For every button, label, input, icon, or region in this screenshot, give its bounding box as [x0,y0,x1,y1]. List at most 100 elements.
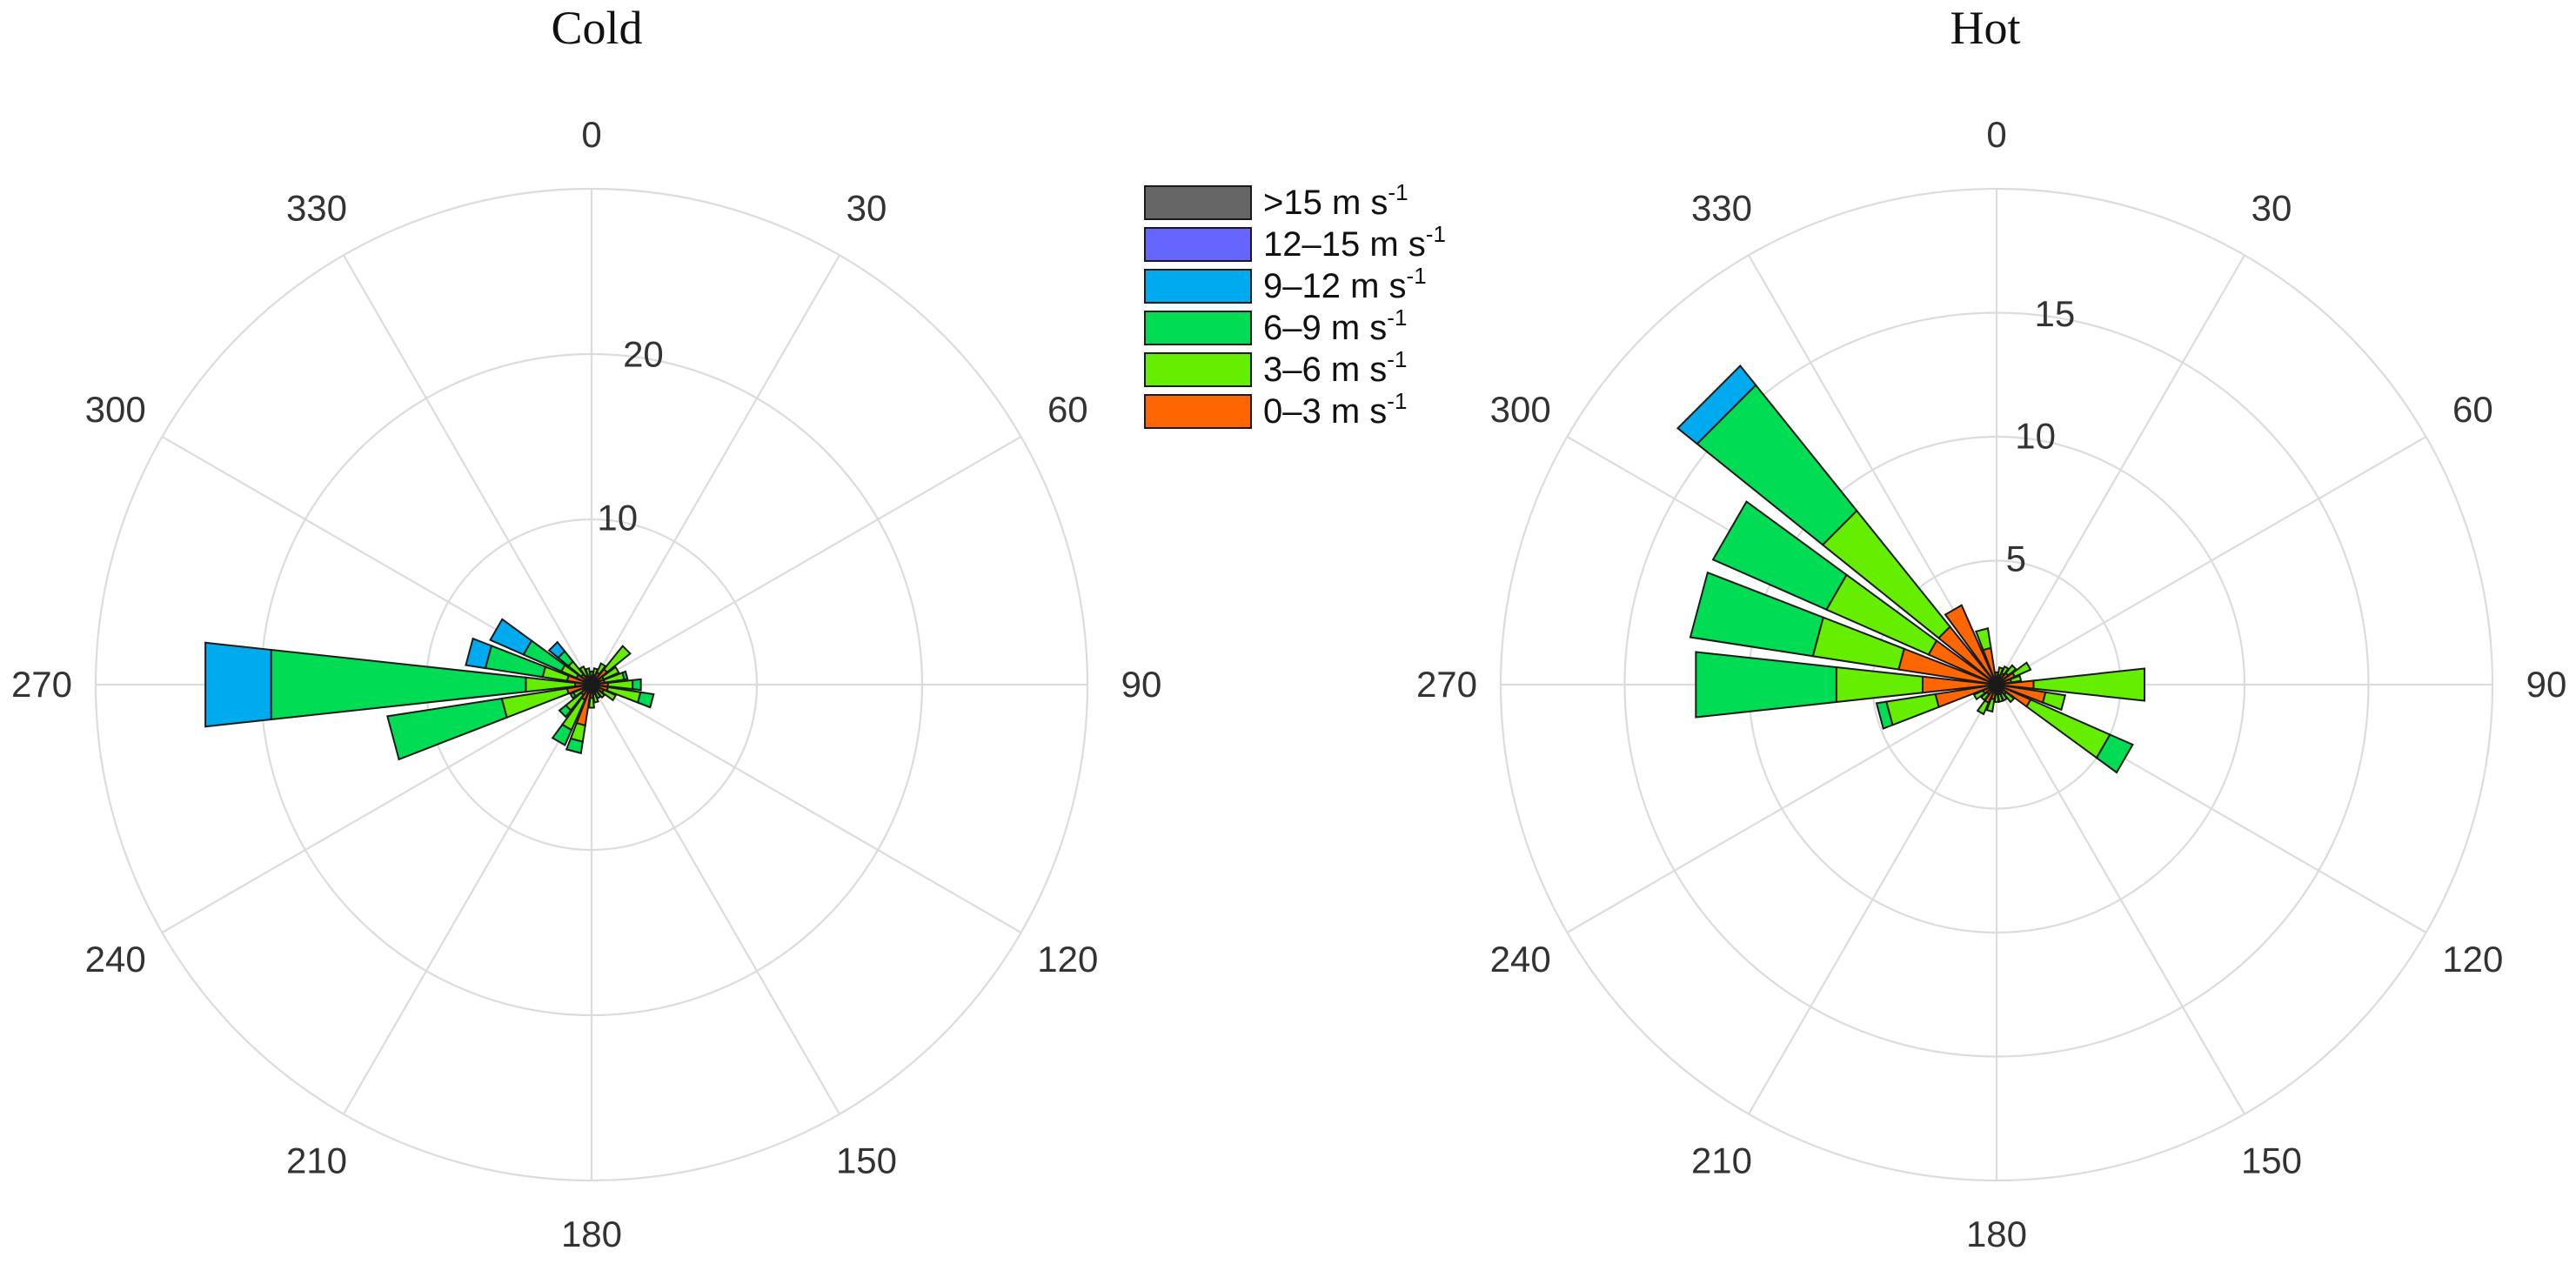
angle-tick-label: 210 [286,1140,347,1180]
grid-spoke [1566,684,1997,933]
wind-petal-cold-330-bin1 [579,665,589,679]
wind-petal-hot-315-bin3 [1676,364,1757,445]
panel-cold: Cold 0 30 60 90 120 150 180 210 240 270 300 330 10 20 [11,2,1161,1254]
wind-petal-hot-90-bin1 [2032,667,2145,702]
legend-item: 6–9 m s-1 [1144,304,1407,347]
grid-spoke [161,684,592,933]
angle-tick-label: 240 [1490,939,1551,980]
wind-petal-cold-255-bin2 [386,697,508,761]
legend-item: >15 m s-1 [1144,179,1408,222]
wind-petal-cold-285-bin3 [465,637,493,670]
grid-spoke [591,684,1022,933]
panel-hot: Hot 0 30 60 90 120 150 180 210 240 270 300 330 5 10 15 [1416,2,2566,1254]
angle-tick-label: 60 [2452,389,2493,430]
angle-tick-label: 120 [1037,939,1098,980]
legend-label: 12–15 m s-1 [1263,221,1446,264]
wind-petal-hot-330-bin0 [1944,604,1997,686]
angle-tick-label: 120 [2442,939,2503,980]
legend-label: >15 m s-1 [1263,179,1408,222]
legend-label: 6–9 m s-1 [1263,304,1407,347]
wind-petal-hot-255-bin1 [1885,692,1940,726]
wind-petal-hot-60-bin1 [2011,661,2032,679]
legend-label: 3–6 m s-1 [1263,346,1407,389]
wind-petal-hot-75-bin1 [2009,674,2023,684]
petals-hot [1676,364,2145,774]
wind-petal-cold-180-bin1 [588,697,595,709]
angle-tick-label: 330 [286,188,347,229]
legend-swatch [1144,352,1252,387]
wind-petal-cold-75-bin2 [621,670,629,681]
wind-petal-cold-60-bin1 [600,665,620,681]
angle-tick-label: 300 [1490,389,1551,430]
wind-petal-hot-270-bin2 [1695,651,1837,719]
angle-tick-label: 0 [1986,114,2006,155]
wind-petal-hot-45-bin1 [2004,664,2017,677]
angle-tick-label: 0 [581,114,601,155]
wind-petal-hot-255-bin2 [1875,700,1894,730]
wind-petal-hot-120-bin1 [2025,698,2111,759]
legend: >15 m s-1 12–15 m s-1 9–12 m s-1 6–9 m s… [1144,179,1446,431]
wind-petal-cold-195-bin2 [565,737,584,755]
wind-petal-hot-345-bin1 [1974,626,1992,652]
wind-petal-cold-300-bin3 [489,618,533,656]
legend-item: 9–12 m s-1 [1144,263,1427,305]
grid-spoke [1748,684,1997,1115]
grid-spoke [343,684,592,1115]
angle-tick-label: 270 [1416,664,1477,705]
grid-spoke [1996,436,2427,686]
angle-tick-label: 90 [2526,664,2567,705]
wind-petal-cold-135-bin1 [595,688,606,699]
wind-petal-hot-105-bin1 [2041,691,2067,712]
wind-petal-cold-45-bin1 [602,645,632,674]
legend-item: 3–6 m s-1 [1144,346,1407,389]
angle-tick-label: 210 [1691,1140,1752,1180]
polar-grid-hot [1499,187,2494,1182]
wind-petal-cold-270-bin3 [204,641,272,728]
angle-tick-label: 150 [2241,1140,2302,1180]
wind-petal-hot-195-bin1 [1985,697,1996,713]
labels-cold: 0 30 60 90 120 150 180 210 240 270 300 330 10 20 [11,114,1161,1254]
legend-swatch [1144,227,1252,262]
legend-label: 9–12 m s-1 [1263,263,1427,305]
wind-petal-cold-345-bin1 [584,666,592,679]
angle-tick-label: 330 [1691,188,1752,229]
wind-petal-cold-225-bin2 [558,704,572,719]
legend-swatch [1144,269,1252,304]
wind-petal-hot-135-bin1 [2003,691,2016,704]
wind-petal-cold-120-bin1 [600,688,618,702]
wind-petal-cold-210-bin2 [551,723,573,746]
radial-tick-label: 15 [2035,293,2076,334]
wind-petal-hot-225-bin1 [1979,691,1991,702]
grid-spoke [1996,254,2245,686]
angle-tick-label: 180 [1966,1214,2027,1254]
angle-tick-label: 150 [836,1140,897,1180]
legend-item: 12–15 m s-1 [1144,221,1446,264]
grid-spoke [1996,684,2245,1115]
radial-tick-label: 10 [597,497,638,538]
angle-tick-label: 300 [85,389,146,430]
angle-tick-label: 90 [1121,664,1162,705]
wind-petal-cold-30-bin1 [595,662,607,676]
labels-hot: 0 30 60 90 120 150 180 210 240 270 300 330 5 10 15 [1416,114,2566,1254]
angle-tick-label: 270 [11,664,72,705]
legend-item: 0–3 m s-1 [1144,388,1407,431]
wind-petal-cold-90-bin2 [632,678,642,692]
angle-tick-label: 240 [85,939,146,980]
legend-swatch [1144,185,1252,220]
angle-tick-label: 30 [2251,188,2292,229]
grid-spoke [343,254,592,686]
grid-spoke [591,684,840,1115]
wind-petal-hot-30-bin1 [2000,665,2010,676]
wind-petal-hot-210-bin1 [1976,699,1991,716]
grid-spoke [591,254,840,686]
legend-swatch [1144,394,1252,429]
panel-title-cold: Cold [551,2,642,54]
radial-tick-label: 20 [623,334,664,375]
wind-petal-hot-300-bin2 [1711,500,1848,612]
legend-swatch [1144,311,1252,345]
legend-label: 0–3 m s-1 [1263,388,1407,431]
angle-tick-label: 30 [846,188,887,229]
wind-petal-cold-240-bin2 [569,691,577,700]
wind-petal-hot-120-bin2 [2095,733,2134,774]
wind-petal-hot-240-bin1 [1972,689,1986,701]
